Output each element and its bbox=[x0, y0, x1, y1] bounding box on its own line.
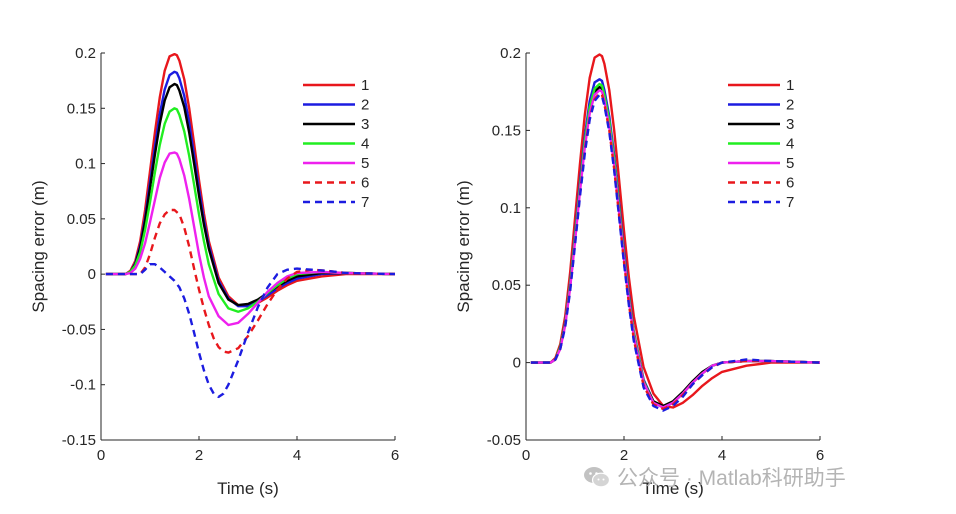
chart-1-y-tick-label: -0.15 bbox=[62, 432, 96, 449]
chart-1-y-axis-label: Spacing error (m) bbox=[29, 180, 48, 312]
watermark: 公众号 · Matlab科研助手 bbox=[583, 462, 846, 492]
chart-1-y-tick-label: 0.2 bbox=[75, 45, 96, 62]
chart-1-y-tick-label: 0.15 bbox=[67, 100, 96, 117]
chart-2-legend-label-7: 7 bbox=[786, 194, 794, 211]
watermark-text: 公众号 · Matlab科研助手 bbox=[617, 467, 846, 490]
chart-2-y-tick-label: -0.05 bbox=[487, 432, 521, 449]
chart-1-series-group bbox=[105, 53, 395, 399]
chart-1-series-4-line bbox=[105, 107, 395, 313]
chart-2-legend-label-3: 3 bbox=[786, 116, 794, 133]
chart-2-legend-label-5: 5 bbox=[786, 155, 794, 172]
chart-1-y-tick-label: 0.05 bbox=[67, 211, 96, 228]
chart-2-x-axis-label: Time (s) bbox=[642, 479, 704, 498]
chart-1-legend-label-4: 4 bbox=[361, 136, 369, 153]
chart-1-y-tick-label: -0.05 bbox=[62, 321, 96, 338]
chart-2-y-tick-label: 0.05 bbox=[492, 277, 521, 294]
chart-1-legend-label-7: 7 bbox=[361, 194, 369, 211]
chart-1-legend-label-5: 5 bbox=[361, 155, 369, 172]
chart-1-x-axis-label: Time (s) bbox=[217, 479, 279, 498]
chart-2-series-group bbox=[530, 53, 820, 412]
chart-1-x-tick-label: 6 bbox=[391, 447, 399, 464]
chart-2-legend-label-1: 1 bbox=[786, 77, 794, 94]
chart-1-series-7-line bbox=[105, 263, 395, 399]
chart-1-y-tick-label: -0.1 bbox=[70, 377, 96, 394]
chart-1-series-5-line bbox=[105, 151, 395, 327]
chart-1-x-tick-label: 2 bbox=[195, 447, 203, 464]
chart-2-series-7-line bbox=[530, 93, 820, 412]
chart-2-legend-label-6: 6 bbox=[786, 175, 794, 192]
chart-2-legend-label-2: 2 bbox=[786, 97, 794, 114]
chart-1-x-tick-label: 4 bbox=[293, 447, 301, 464]
chart-1-group: 0 2 4 6 -0.15 -0.1 -0.05 0 0.05 0.1 0.15 0.2 Time (s… bbox=[29, 45, 399, 498]
chart-1-legend-label-2: 2 bbox=[361, 97, 369, 114]
chart-1-legend-label-6: 6 bbox=[361, 175, 369, 192]
chart-2-y-axis-label: Spacing error (m) bbox=[454, 180, 473, 312]
chart-1-legend-label-1: 1 bbox=[361, 77, 369, 94]
wechat-icon bbox=[584, 467, 611, 488]
chart-2-x-tick-label: 0 bbox=[522, 447, 530, 464]
chart-2-y-tick-label: 0 bbox=[513, 355, 521, 372]
chart-1-legend-label-3: 3 bbox=[361, 116, 369, 133]
chart-2-y-tick-label: 0.2 bbox=[500, 45, 521, 62]
chart-1-x-tick-label: 0 bbox=[97, 447, 105, 464]
chart-2-legend-label-4: 4 bbox=[786, 136, 794, 153]
chart-1-y-tick-label: 0.1 bbox=[75, 156, 96, 173]
chart-2-y-tick-label: 0.1 bbox=[500, 200, 521, 217]
chart-2-x-tick-label: 6 bbox=[816, 447, 824, 464]
chart-1-y-tick-label: 0 bbox=[88, 266, 96, 283]
chart-1-series-6-line bbox=[105, 208, 395, 354]
chart-2-x-tick-label: 4 bbox=[718, 447, 726, 464]
chart-2-x-tick-label: 2 bbox=[620, 447, 628, 464]
chart-2-y-tick-label: 0.15 bbox=[492, 122, 521, 139]
